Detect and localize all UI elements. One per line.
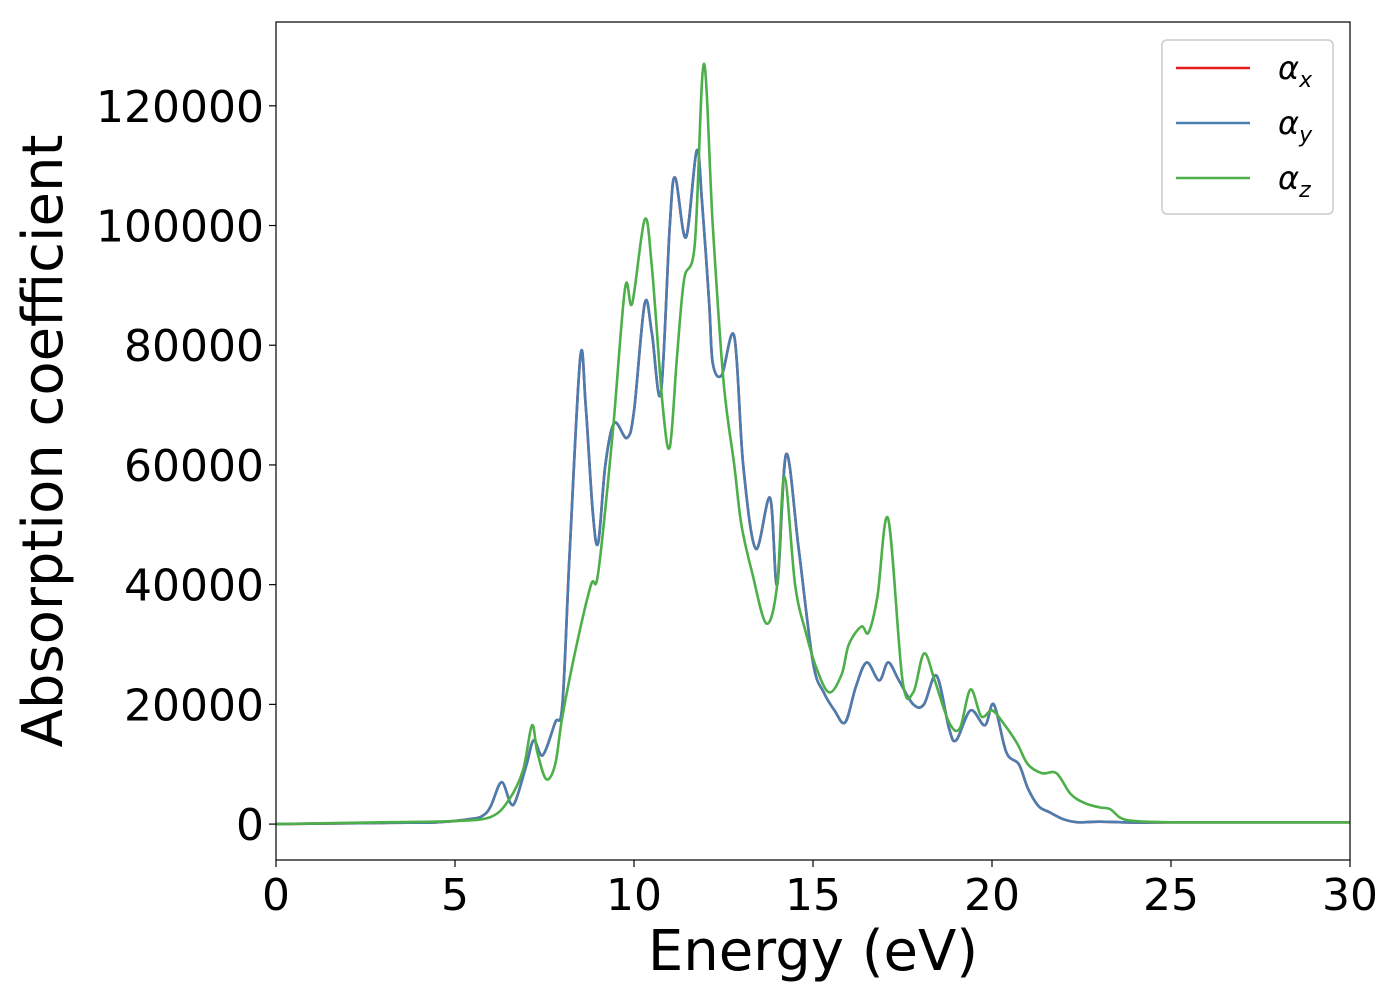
tick-layer: 0 5 10 15 20 25 30 0 20000 40000 60000 80000 100000 1…	[96, 82, 1378, 921]
legend: αx αy αz	[1161, 39, 1334, 215]
y-axis-label: Absorption coefficient	[11, 135, 76, 748]
plot-frame	[275, 21, 1351, 861]
x-tick-label: 10	[606, 870, 662, 921]
y-tick-label: 120000	[96, 82, 264, 133]
legend-label-x: αx	[1278, 49, 1313, 93]
x-tick-label: 5	[441, 870, 469, 921]
y-tick-label: 0	[236, 800, 264, 851]
series-layer	[276, 62, 1350, 826]
x-tick-label: 25	[1143, 870, 1199, 921]
y-tick-label: 60000	[124, 441, 264, 492]
x-tick-label: 30	[1322, 870, 1378, 921]
x-tick-label: 0	[262, 870, 290, 921]
y-tick-label: 20000	[124, 680, 264, 731]
x-tick-label: 20	[964, 870, 1020, 921]
legend-box	[1161, 39, 1334, 215]
legend-label-y: αy	[1278, 104, 1313, 148]
y-tick-label: 80000	[124, 321, 264, 372]
y-tick-label: 100000	[96, 202, 264, 253]
x-axis-label: Energy (eV)	[648, 919, 978, 984]
x-tick-label: 15	[785, 870, 841, 921]
y-tick-label: 40000	[124, 561, 264, 612]
series-line-y	[276, 148, 1350, 826]
series-line-z	[276, 62, 1350, 826]
legend-label-z: αz	[1278, 159, 1311, 203]
